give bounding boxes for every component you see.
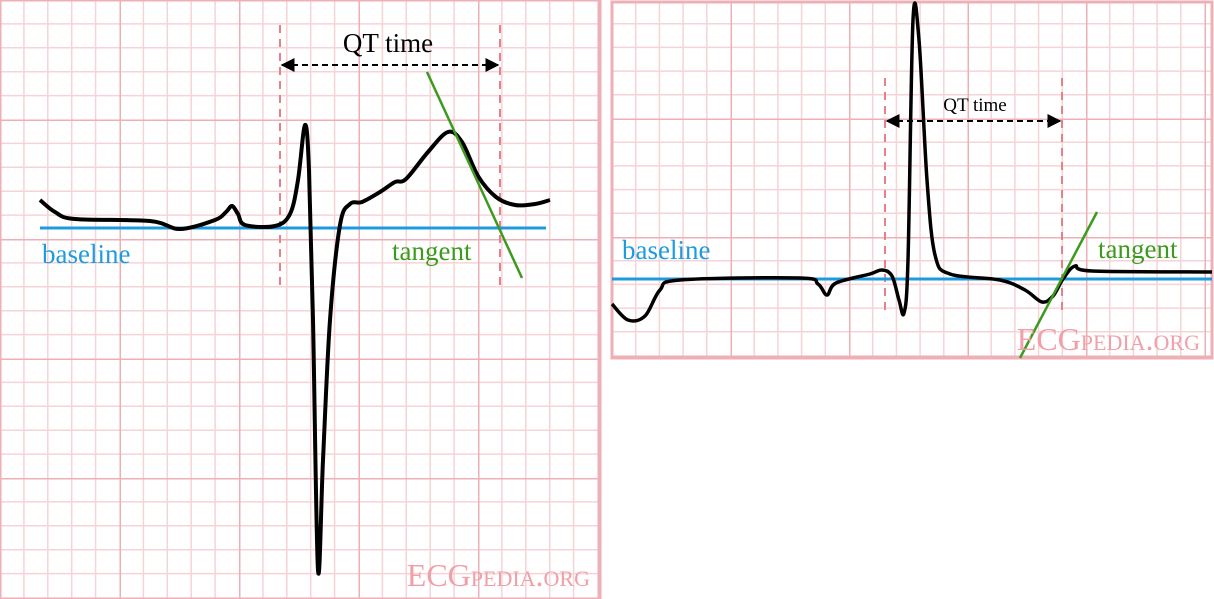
tangent-line (425, 71, 524, 279)
tangent-label: tangent (1098, 234, 1178, 264)
baseline-label: baseline (42, 239, 130, 269)
baseline-label: baseline (622, 235, 710, 265)
qt-label: QT time (343, 28, 433, 58)
tangent-label: tangent (392, 236, 472, 266)
panel-left: QT time baseline tangent ECGpedia.org (0, 0, 602, 599)
watermark: ECGpedia.org (1017, 321, 1200, 357)
ecg-wave (610, 1, 1213, 323)
ecg-grid (0, 0, 602, 599)
panel-right: QT time baseline tangent ECGpedia.org (610, 0, 1214, 360)
watermark: ECGpedia.org (407, 557, 590, 593)
tangent-line (1018, 211, 1099, 359)
ecg-wave (38, 122, 551, 576)
qt-label: QT time (943, 95, 1007, 116)
